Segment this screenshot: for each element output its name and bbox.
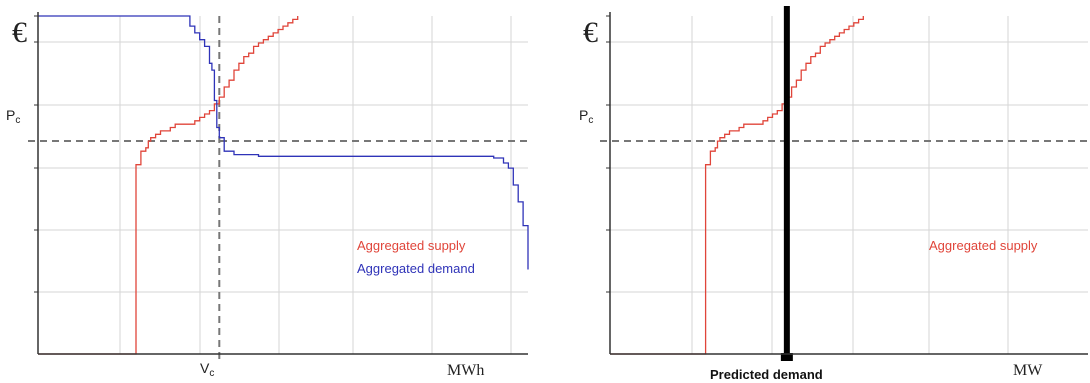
predicted-demand-marker xyxy=(780,353,793,361)
right-x-unit-label: MW xyxy=(1013,362,1043,379)
right-predicted-demand xyxy=(780,6,793,361)
left-series xyxy=(38,15,529,355)
left-legend-demand: Aggregated demand xyxy=(357,261,475,276)
right-predicted-demand-label: Predicted demand xyxy=(710,367,823,382)
left-grid xyxy=(38,16,528,354)
demand-curve xyxy=(38,15,529,270)
right-legend-supply: Aggregated supply xyxy=(929,238,1038,253)
right-grid xyxy=(610,16,1088,354)
left-axes xyxy=(34,12,528,355)
left-y-axis-symbol: € xyxy=(12,16,27,49)
left-clearing-lines xyxy=(28,16,528,360)
right-y-axis-symbol: € xyxy=(583,16,598,49)
left-x-unit-label: MWh xyxy=(447,362,484,379)
right-price-label: Pc xyxy=(579,107,593,126)
left-price-label: Pc xyxy=(6,107,20,126)
supply-curve xyxy=(38,16,299,355)
supply-curve xyxy=(610,16,864,355)
left-chart: € Pc Vc MWh Aggregated supply Aggregated… xyxy=(6,12,529,379)
right-series xyxy=(610,16,864,355)
right-chart: € Pc Predicted demand MW Aggregated supp… xyxy=(579,6,1088,382)
left-volume-label: Vc xyxy=(200,360,214,379)
right-axes xyxy=(606,12,1088,355)
left-legend-supply: Aggregated supply xyxy=(357,238,466,253)
